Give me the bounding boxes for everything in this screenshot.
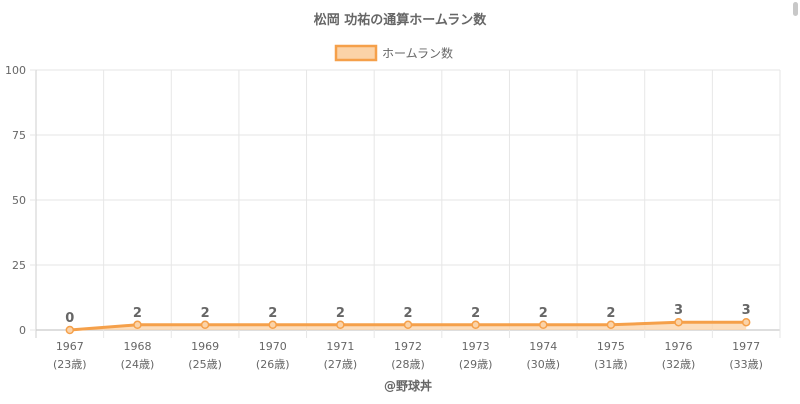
- data-point-1969: [200, 320, 210, 330]
- data-point-1970: [268, 320, 277, 330]
- x-tick-label-1968: 1968: [123, 340, 151, 353]
- data-point-1971: [336, 320, 345, 330]
- data-point-1973: [471, 320, 480, 330]
- data-point-1975: [606, 320, 616, 330]
- data-label-1977: 3: [742, 303, 751, 318]
- x-tick-label-1973: 1973: [462, 340, 490, 353]
- data-label-1971: 2: [336, 306, 345, 321]
- data-label-1973: 2: [471, 306, 480, 321]
- x-age-label-1968: (24歳): [121, 358, 155, 371]
- data-point-1972: [403, 320, 413, 330]
- x-tick-label-1970: 1970: [259, 340, 287, 353]
- y-tick-label-75: 75: [12, 129, 26, 142]
- x-age-label-1976: (32歳): [662, 358, 696, 371]
- x-tick-label-1974: 1974: [529, 340, 557, 353]
- data-labels: 0 2 2 2 2 2 2 2 2 3 3: [65, 303, 750, 326]
- x-tick-label-1976: 1976: [665, 340, 693, 353]
- x-age-label-1969: (25歳): [188, 358, 222, 371]
- y-tick-label-25: 25: [12, 259, 26, 272]
- scrollbar-thumb[interactable]: [793, 2, 798, 16]
- chart-title: 松岡 功祐の通算ホームラン数: [314, 12, 487, 28]
- data-label-1975: 2: [606, 306, 615, 321]
- x-tick-label-1972: 1972: [394, 340, 422, 353]
- x-tick-label-1977: 1977: [732, 340, 760, 353]
- x-age-label-1970: (26歳): [256, 358, 290, 371]
- data-label-1972: 2: [403, 306, 412, 321]
- x-axis: 1967 (23歳) 1968 (24歳) 1969 (25歳) 1970 (26歳) 1971…: [53, 340, 763, 371]
- legend[interactable]: ホームラン数: [334, 44, 453, 62]
- x-age-label-1975: (31歳): [594, 358, 628, 371]
- x-age-label-1973: (29歳): [459, 358, 493, 371]
- data-point-1974: [539, 320, 548, 330]
- y-tick-label-100: 100: [5, 64, 26, 77]
- x-age-label-1977: (33歳): [729, 358, 763, 371]
- x-tick-label-1967: 1967: [56, 340, 84, 353]
- x-tick-label-1971: 1971: [326, 340, 354, 353]
- x-age-label-1974: (30歳): [526, 358, 560, 371]
- data-label-1968: 2: [133, 306, 142, 321]
- y-axis: 0 25 50 75 100: [5, 64, 36, 337]
- series-hr: [65, 317, 751, 335]
- grid: [35, 69, 781, 338]
- x-tick-label-1969: 1969: [191, 340, 219, 353]
- credit-text: @野球丼: [384, 378, 432, 393]
- legend-swatch: [334, 44, 378, 62]
- data-label-1967: 0: [65, 311, 74, 326]
- data-label-1976: 3: [674, 303, 683, 318]
- data-point-1967: [65, 325, 75, 335]
- x-tick-label-1975: 1975: [597, 340, 625, 353]
- data-label-1969: 2: [201, 306, 210, 321]
- x-age-label-1972: (28歳): [391, 358, 425, 371]
- data-label-1970: 2: [268, 306, 277, 321]
- data-point-1977: [741, 317, 751, 327]
- y-tick-label-0: 0: [19, 324, 26, 337]
- x-age-label-1971: (27歳): [324, 358, 358, 371]
- data-label-1974: 2: [539, 306, 548, 321]
- x-age-label-1967: (23歳): [53, 358, 87, 371]
- y-tick-label-50: 50: [12, 194, 26, 207]
- data-point-1976: [674, 317, 683, 327]
- legend-label: ホームラン数: [382, 46, 453, 61]
- data-point-1968: [133, 320, 142, 330]
